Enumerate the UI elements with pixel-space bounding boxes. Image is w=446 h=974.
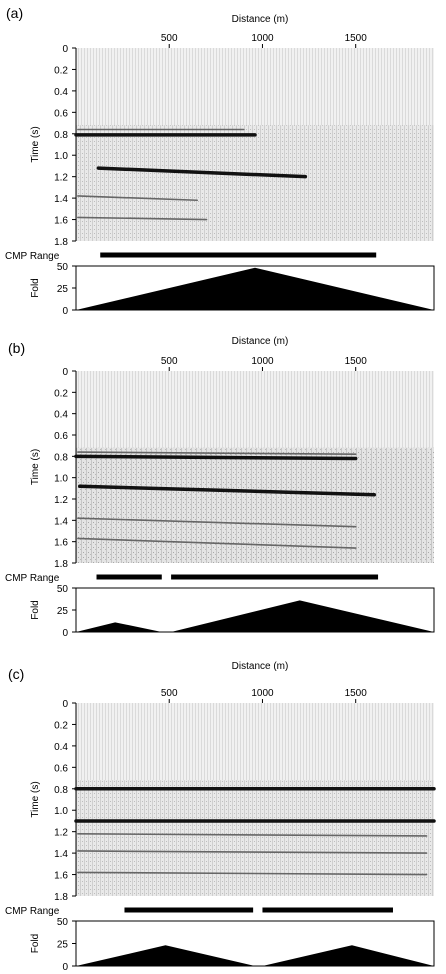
reflector-weak	[77, 833, 428, 837]
cmp-range-bar	[124, 907, 254, 913]
fold-tick-label: 50	[57, 262, 69, 273]
time-tick-label: 0.8	[54, 130, 68, 141]
panel-label: (a)	[6, 5, 23, 21]
fold-axis-title: Fold	[30, 934, 41, 953]
time-tick-label: 0.4	[54, 87, 68, 98]
time-axis-title: Time (s)	[30, 781, 41, 817]
reflector-weak	[77, 871, 428, 876]
fold-profile	[76, 600, 434, 632]
time-tick-label: 0.8	[54, 452, 68, 463]
panel-label: (c)	[8, 666, 24, 682]
time-tick-label: 0.6	[54, 431, 68, 442]
distance-tick-label: 1500	[345, 688, 368, 699]
time-tick-label: 0.4	[54, 742, 68, 753]
time-tick-label: 0.2	[54, 720, 68, 731]
cmp-range-label: CMP Range	[5, 573, 60, 584]
distance-tick-label: 1500	[345, 356, 368, 367]
time-tick-label: 1.4	[54, 194, 68, 205]
distance-axis-title: Distance (m)	[232, 14, 289, 25]
distance-axis-title: Distance (m)	[232, 661, 289, 672]
time-tick-label: 1.4	[54, 849, 68, 860]
seismic-noise-zone	[76, 703, 434, 781]
reflector-weak	[77, 850, 428, 854]
fold-axis-title: Fold	[30, 600, 41, 619]
time-tick-label: 0.8	[54, 785, 68, 796]
distance-tick-label: 1000	[251, 356, 274, 367]
fold-tick-label: 0	[62, 962, 68, 973]
time-tick-label: 1.0	[54, 806, 68, 817]
fold-tick-label: 25	[57, 606, 69, 617]
reflector-strong	[74, 454, 358, 461]
fold-profile	[76, 945, 434, 966]
time-tick-label: 1.6	[54, 216, 68, 227]
time-tick-label: 0.2	[54, 65, 68, 76]
cmp-range-bar	[262, 907, 393, 913]
time-tick-label: 1.0	[54, 151, 68, 162]
panel-label: (b)	[8, 340, 25, 356]
time-tick-label: 1.4	[54, 516, 68, 527]
cmp-range-bar	[171, 574, 379, 580]
distance-tick-label: 1000	[251, 688, 274, 699]
time-tick-label: 0.4	[54, 410, 68, 421]
fold-tick-label: 0	[62, 306, 68, 317]
time-tick-label: 1.2	[54, 495, 68, 506]
time-tick-label: 1.6	[54, 871, 68, 882]
fold-tick-label: 0	[62, 628, 68, 639]
distance-axis-title: Distance (m)	[232, 336, 289, 347]
fold-tick-label: 50	[57, 584, 69, 595]
reflector-strong	[96, 166, 308, 179]
time-tick-label: 1.2	[54, 173, 68, 184]
distance-tick-label: 500	[161, 688, 178, 699]
reflector-weak	[77, 517, 357, 528]
cmp-range-label: CMP Range	[5, 251, 60, 262]
reflector-weak	[77, 451, 357, 456]
time-tick-label: 0.2	[54, 388, 68, 399]
time-tick-label: 1.8	[54, 892, 68, 903]
time-tick-label: 1.8	[54, 237, 68, 248]
seismic-noise-zone	[76, 371, 434, 448]
cmp-range-bar	[100, 252, 377, 258]
time-tick-label: 1.0	[54, 474, 68, 485]
time-tick-label: 0.6	[54, 108, 68, 119]
reflector-weak	[77, 195, 198, 202]
cmp-range-label: CMP Range	[5, 906, 60, 917]
fold-tick-label: 25	[57, 940, 69, 951]
fold-tick-label: 50	[57, 917, 69, 928]
fold-axis-title: Fold	[30, 278, 41, 297]
time-tick-label: 0.6	[54, 763, 68, 774]
distance-tick-label: 500	[161, 33, 178, 44]
time-tick-label: 1.8	[54, 559, 68, 570]
seismic-noise-zone	[76, 48, 434, 126]
distance-tick-label: 1000	[251, 33, 274, 44]
time-tick-label: 0	[62, 44, 68, 55]
reflector-strong	[77, 484, 377, 497]
time-axis-title: Time (s)	[30, 449, 41, 485]
distance-tick-label: 500	[161, 356, 178, 367]
time-axis-title: Time (s)	[30, 126, 41, 162]
fold-tick-label: 25	[57, 284, 69, 295]
reflector-weak	[77, 216, 208, 221]
fold-profile	[76, 267, 434, 310]
distance-tick-label: 1500	[345, 33, 368, 44]
time-tick-label: 1.2	[54, 828, 68, 839]
time-tick-label: 1.6	[54, 538, 68, 549]
reflector-weak	[77, 537, 357, 549]
time-tick-label: 0	[62, 367, 68, 378]
cmp-range-bar	[96, 574, 162, 580]
time-tick-label: 0	[62, 699, 68, 710]
